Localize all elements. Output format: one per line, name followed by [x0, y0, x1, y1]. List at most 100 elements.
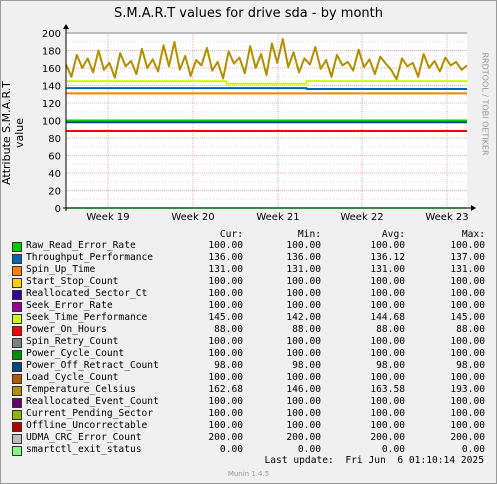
legend-max-value: 100.00: [450, 276, 485, 287]
legend-row: Power_On_Hours 88.00 88.00 88.00 88.00: [0, 324, 497, 336]
legend-series-name: Power_Cycle_Count: [26, 348, 125, 359]
legend-min-value: 100.00: [286, 288, 321, 299]
chart-plot: 0 20 40 60 80 100 120 140 160 180 200 Week 19 Week 2…: [42, 24, 476, 223]
legend-series-name: UDMA_CRC_Error_Count: [26, 432, 142, 443]
legend-swatch: [12, 254, 22, 264]
legend-cur-value: 100.00: [208, 240, 243, 251]
legend-swatch: [12, 350, 22, 360]
legend-max-value: 131.00: [450, 264, 485, 275]
legend-max-value: 137.00: [450, 252, 485, 263]
legend-row: Reallocated_Event_Count 100.00 100.00 100.0…: [0, 396, 497, 408]
legend-series-name: Spin_Retry_Count: [26, 336, 119, 347]
legend-row: Throughput_Performance 136.00 136.00 136.12…: [0, 252, 497, 264]
legend-series-name: Throughput_Performance: [26, 252, 154, 263]
legend-cur-value: 136.00: [208, 252, 243, 263]
legend-min-value: 136.00: [286, 252, 321, 263]
legend-cur-value: 131.00: [208, 264, 243, 275]
legend-cur-value: 100.00: [208, 336, 243, 347]
legend-row: smartctl_exit_status 0.00 0.00 0.00 0.00: [0, 444, 497, 456]
series-line-seek-time-performance: [66, 80, 467, 85]
legend-min-value: 100.00: [286, 372, 321, 383]
legend-swatch: [12, 338, 22, 348]
legend-max-value: 145.00: [450, 312, 485, 323]
legend-swatch: [12, 386, 22, 396]
legend-cur-value: 100.00: [208, 300, 243, 311]
legend-avg-value: 100.00: [370, 288, 405, 299]
legend-series-name: Seek_Time_Performance: [26, 312, 148, 323]
legend-avg-value: 0.00: [381, 444, 405, 455]
header-max: Max:: [461, 229, 485, 240]
legend-avg-value: 100.00: [370, 348, 405, 359]
legend-series-name: smartctl_exit_status: [26, 444, 142, 455]
legend-row: UDMA_CRC_Error_Count 200.00 200.00 200.00 20…: [0, 432, 497, 444]
legend-row: Reallocated_Sector_Ct 100.00 100.00 100.00 1…: [0, 288, 497, 300]
legend-max-value: 100.00: [450, 408, 485, 419]
legend-max-value: 98.00: [456, 360, 485, 371]
legend-cur-value: 100.00: [208, 276, 243, 287]
legend-series-name: Offline_Uncorrectable: [26, 420, 148, 431]
legend-max-value: 100.00: [450, 336, 485, 347]
legend-series-name: Seek_Error_Rate: [26, 300, 113, 311]
legend-min-value: 88.00: [292, 324, 321, 335]
legend-avg-value: 88.00: [376, 324, 405, 335]
last-update: Last update: Fri Jun 6 01:10:14 2025: [264, 455, 485, 466]
legend-row: Raw_Read_Error_Rate 100.00 100.00 100.00 100…: [0, 240, 497, 252]
legend-swatch: [12, 422, 22, 432]
legend-max-value: 100.00: [450, 348, 485, 359]
legend-series-name: Reallocated_Event_Count: [26, 396, 159, 407]
legend-min-value: 100.00: [286, 276, 321, 287]
legend-max-value: 100.00: [450, 240, 485, 251]
y-tick-label: 0: [55, 204, 61, 215]
legend-series-name: Power_On_Hours: [26, 324, 107, 335]
y-tick-label: 100: [42, 117, 61, 128]
legend-avg-value: 144.68: [370, 312, 405, 323]
legend-cur-value: 100.00: [208, 372, 243, 383]
legend-row: Spin_Retry_Count 100.00 100.00 100.00 100.00: [0, 336, 497, 348]
y-tick-label: 20: [48, 187, 61, 198]
y-tick-label: 60: [48, 152, 61, 163]
legend-series-name: Start_Stop_Count: [26, 276, 119, 287]
x-tick-label: Week 19: [86, 212, 129, 223]
legend-avg-value: 136.12: [370, 252, 405, 263]
legend-swatch: [12, 242, 22, 252]
legend-swatch: [12, 278, 22, 288]
y-tick-label: 120: [42, 99, 61, 110]
legend-series-name: Reallocated_Sector_Ct: [26, 288, 148, 299]
header-cur: Cur:: [219, 229, 243, 240]
legend-cur-value: 100.00: [208, 288, 243, 299]
legend-min-value: 131.00: [286, 264, 321, 275]
legend-swatch: [12, 362, 22, 372]
legend-cur-value: 200.00: [208, 432, 243, 443]
legend-series-name: Current_Pending_Sector: [26, 408, 154, 419]
legend-min-value: 98.00: [292, 360, 321, 371]
legend-series-name: Spin_Up_Time: [26, 264, 96, 275]
y-axis-arrow: [63, 24, 69, 29]
legend-cur-value: 162.68: [208, 384, 243, 395]
legend-min-value: 100.00: [286, 300, 321, 311]
legend-min-value: 200.00: [286, 432, 321, 443]
legend-min-value: 142.00: [286, 312, 321, 323]
legend-row: Temperature_Celsius 162.68 146.00 163.58 193…: [0, 384, 497, 396]
legend-swatch: [12, 374, 22, 384]
y-tick-label: 80: [48, 134, 61, 145]
legend-row: Offline_Uncorrectable 100.00 100.00 100.00 1…: [0, 420, 497, 432]
legend-row: Seek_Error_Rate 100.00 100.00 100.00 100.00: [0, 300, 497, 312]
legend-cur-value: 100.00: [208, 396, 243, 407]
legend-swatch: [12, 398, 22, 408]
legend-avg-value: 100.00: [370, 408, 405, 419]
legend-max-value: 200.00: [450, 432, 485, 443]
legend-swatch: [12, 266, 22, 276]
legend-cur-value: 100.00: [208, 420, 243, 431]
y-tick-label: 40: [48, 169, 61, 180]
x-tick-label: Week 20: [171, 212, 214, 223]
legend-avg-value: 163.58: [370, 384, 405, 395]
legend-cur-value: 0.00: [219, 444, 243, 455]
legend-min-value: 100.00: [286, 420, 321, 431]
legend-min-value: 100.00: [286, 396, 321, 407]
series-line-temperature-celsius: [65, 38, 468, 81]
legend-avg-value: 100.00: [370, 240, 405, 251]
legend-cur-value: 100.00: [208, 348, 243, 359]
legend-swatch: [12, 326, 22, 336]
legend-row: Power_Cycle_Count 100.00 100.00 100.00 100.0…: [0, 348, 497, 360]
legend-min-value: 100.00: [286, 408, 321, 419]
